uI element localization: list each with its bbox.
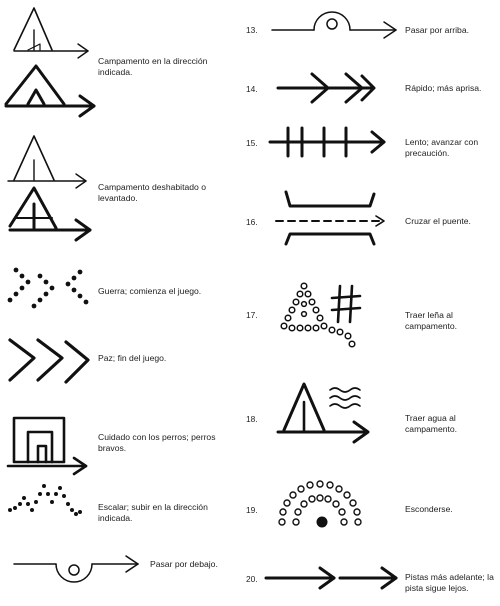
camp-direction-sticks-symbol bbox=[4, 64, 96, 118]
num-16: 16. bbox=[246, 217, 258, 227]
label-campamento-deshabitado: Campamento deshabitado o levantado. bbox=[98, 182, 206, 203]
label-campamento-direccion: Campamento en la dirección indicada. bbox=[98, 56, 208, 77]
label-traer-lena: Traer leña al campamento. bbox=[405, 310, 458, 331]
fast-symbol bbox=[276, 72, 376, 104]
label-esconderse: Esconderse. bbox=[405, 504, 453, 514]
label-rapido: Rápido; más aprisa. bbox=[405, 83, 482, 93]
water-symbol bbox=[276, 382, 370, 444]
label-lento: Lento; avanzar con precaución. bbox=[405, 137, 479, 158]
pass-over-symbol bbox=[271, 11, 397, 39]
label-pasar-debajo: Pasar por debajo. bbox=[150, 559, 218, 569]
dogs-warning-symbol bbox=[6, 416, 88, 476]
label-escalar: Escalar; subir en la dirección indicada. bbox=[98, 502, 208, 523]
camp-abandoned-sticks-symbol bbox=[8, 186, 92, 242]
label-guerra: Guerra; comienza el juego. bbox=[98, 286, 202, 296]
label-pistas-adelante: Pistas más adelante; la pista sigue lejo… bbox=[405, 572, 494, 593]
pass-under-symbol bbox=[13, 555, 139, 583]
num-20: 20. bbox=[246, 574, 258, 584]
num-17: 17. bbox=[246, 310, 258, 320]
trail-far-symbol bbox=[264, 566, 398, 590]
label-traer-agua: Traer agua al campamento. bbox=[405, 413, 458, 434]
hide-symbol bbox=[278, 480, 362, 528]
bridge-symbol bbox=[275, 190, 385, 246]
num-18: 18. bbox=[246, 414, 258, 424]
num-15: 15. bbox=[246, 138, 258, 148]
camp-direction-symbol bbox=[13, 7, 89, 59]
peace-symbol bbox=[8, 338, 90, 384]
slow-symbol bbox=[268, 126, 386, 158]
camp-abandoned-symbol bbox=[7, 135, 87, 189]
firewood-symbol bbox=[280, 282, 362, 348]
label-cruzar-puente: Cruzar el puente. bbox=[405, 216, 471, 226]
label-paz: Paz; fin del juego. bbox=[98, 353, 167, 363]
num-14: 14. bbox=[246, 84, 258, 94]
war-symbol bbox=[7, 267, 89, 309]
climb-symbol bbox=[8, 484, 82, 516]
num-13: 13. bbox=[246, 25, 258, 35]
num-19: 19. bbox=[246, 505, 258, 515]
label-cuidado-perros: Cuidado con los perros; perros bravos. bbox=[98, 432, 216, 453]
label-pasar-arriba: Pasar por arriba. bbox=[405, 25, 470, 35]
